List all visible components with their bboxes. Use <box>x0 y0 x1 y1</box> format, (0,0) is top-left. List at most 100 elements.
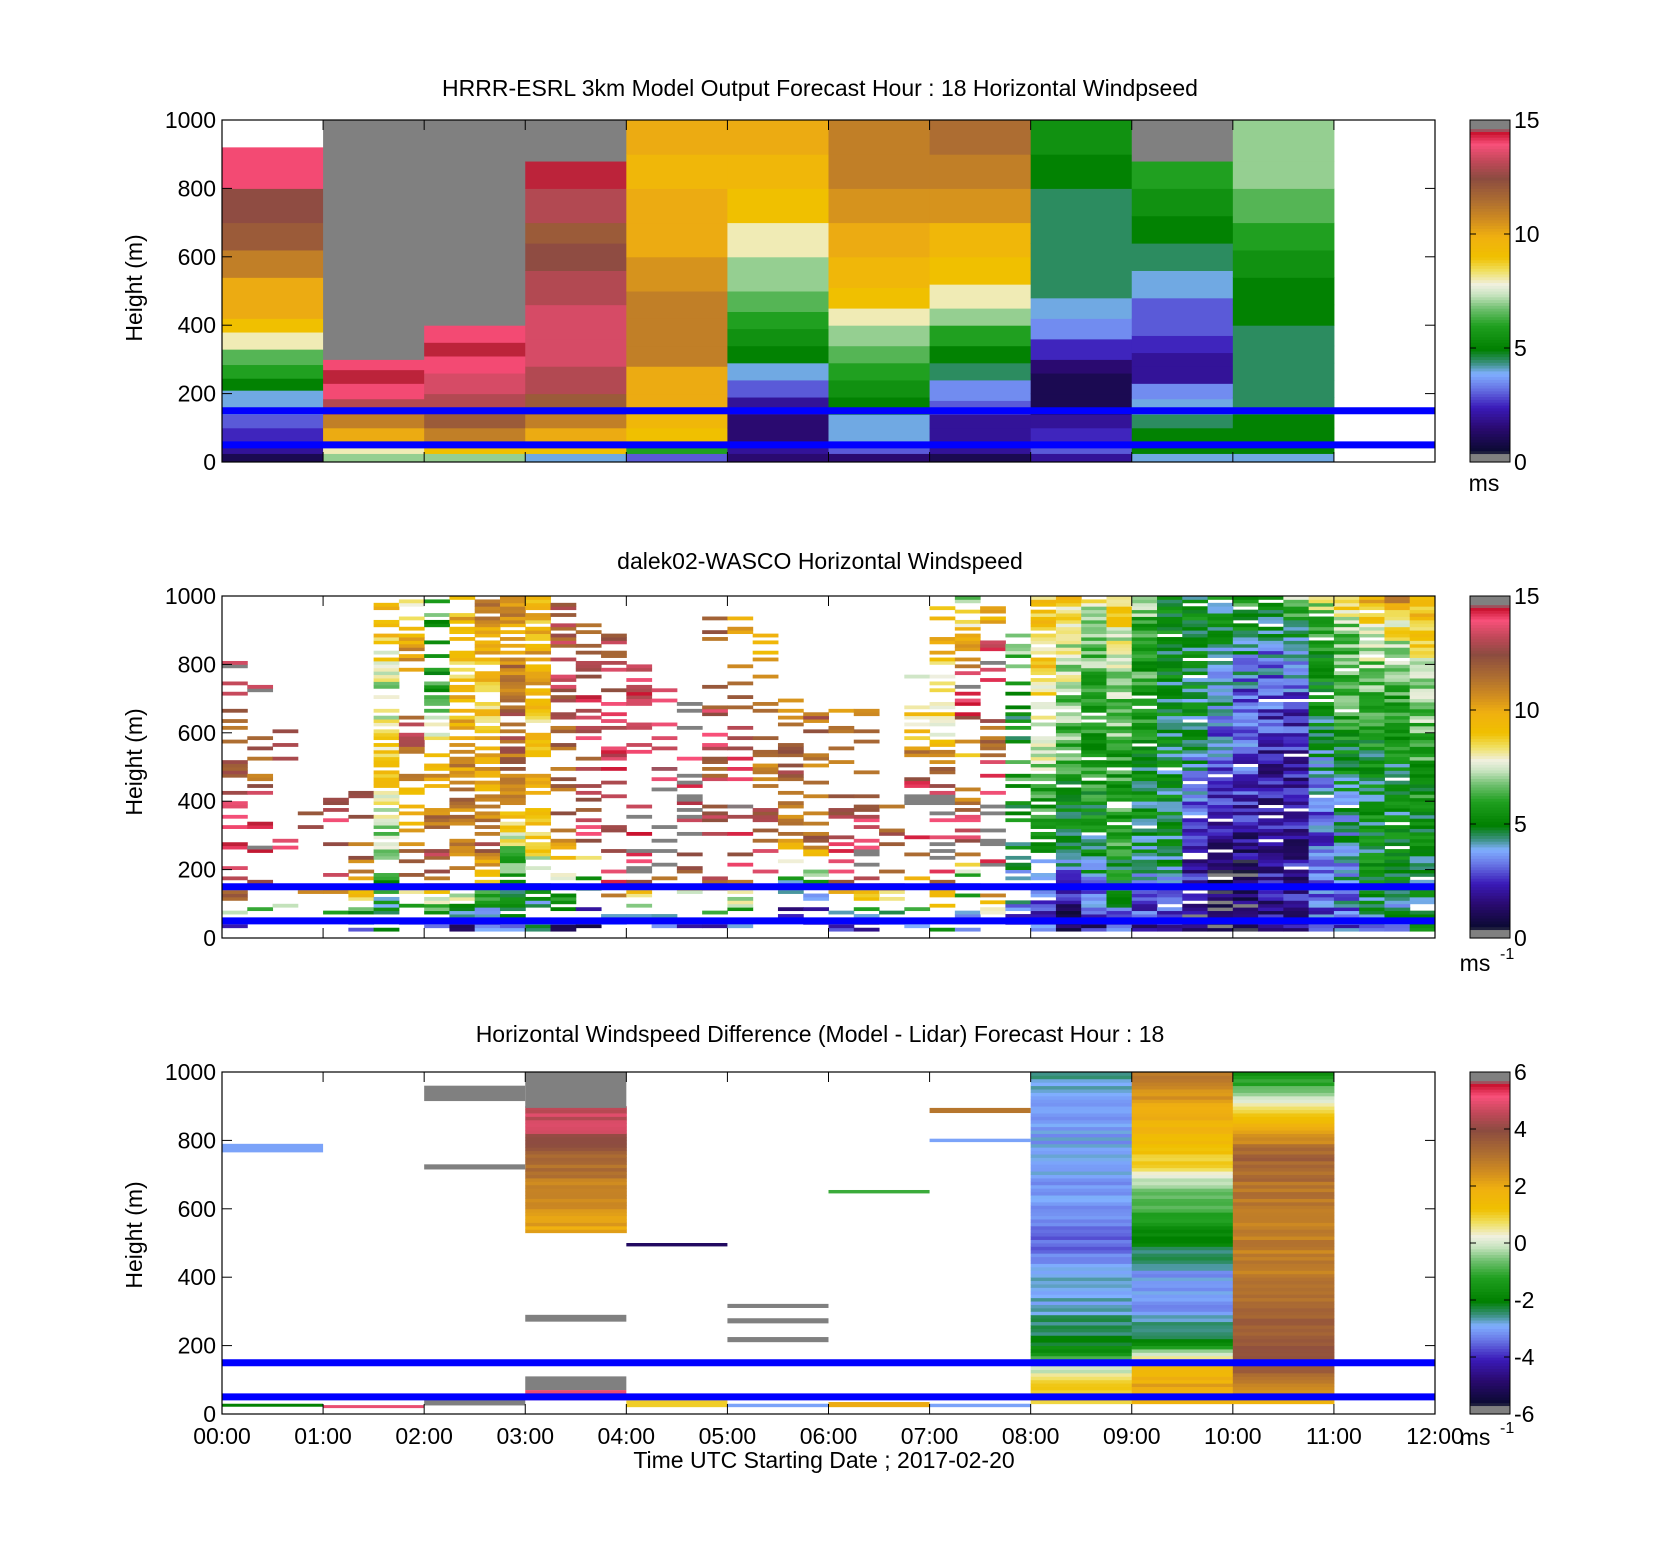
lidar-cell <box>1005 842 1032 847</box>
difference-cell <box>525 1123 627 1128</box>
lidar-cell <box>1030 814 1057 819</box>
lidar-cell <box>1409 845 1436 850</box>
difference-cell <box>1030 1092 1133 1097</box>
lidar-cell <box>1409 749 1436 754</box>
lidar-cell <box>474 725 501 730</box>
lidar-cell <box>929 842 956 847</box>
lidar-cell <box>1409 674 1436 679</box>
lidar-cell <box>474 681 501 686</box>
lidar-cell <box>575 674 602 679</box>
lidar-cell <box>1207 616 1234 621</box>
lidar-cell <box>1157 873 1183 877</box>
model-cell <box>828 362 931 381</box>
difference-cell <box>525 1191 627 1196</box>
lidar-cell <box>1030 626 1057 631</box>
difference-cell <box>1030 1089 1133 1093</box>
lidar-cell <box>1232 855 1259 860</box>
lidar-cell <box>651 746 678 751</box>
colorbar-swatch <box>1470 1257 1510 1261</box>
colorbar-swatch <box>1470 1086 1510 1090</box>
lidar-cell <box>474 818 501 823</box>
lidar-cell <box>803 763 829 768</box>
lidar-cell <box>449 688 476 693</box>
colorbar-swatch <box>1470 1237 1510 1241</box>
lidar-cell <box>1258 602 1284 607</box>
lidar-cell <box>1258 893 1284 898</box>
lidar-cell <box>777 842 804 847</box>
lidar-cell <box>424 821 450 826</box>
lidar-cell <box>954 702 981 706</box>
lidar-cell <box>1207 739 1234 744</box>
lidar-cell <box>1055 626 1082 631</box>
lidar-cell <box>1333 626 1360 631</box>
difference-cell <box>1030 1201 1133 1206</box>
lidar-cell <box>1055 852 1082 857</box>
lidar-cell <box>1384 890 1411 894</box>
lidar-cell <box>550 637 577 641</box>
lidar-cell <box>1207 609 1234 614</box>
model-cell <box>424 410 526 429</box>
colorbar-swatch <box>1470 764 1510 768</box>
colorbar-swatch <box>1470 1245 1510 1250</box>
colorbar-swatch <box>1470 228 1510 232</box>
lidar-cell <box>1258 907 1284 912</box>
lidar-cell <box>626 859 653 864</box>
lidar-cell <box>1384 719 1411 723</box>
lidar-cell <box>1055 845 1082 850</box>
model-cell <box>727 154 829 189</box>
colorbar-swatch <box>1470 379 1510 383</box>
lidar-cell <box>1333 688 1360 693</box>
lidar-cell <box>525 896 552 901</box>
model-cell <box>626 453 728 463</box>
lidar-cell <box>272 729 299 734</box>
lidar-cell <box>424 924 450 929</box>
lidar-cell <box>1359 893 1385 898</box>
lidar-cell <box>1232 749 1259 754</box>
lidar-cell <box>247 845 274 850</box>
lidar-cell <box>398 633 425 638</box>
lidar-cell <box>398 890 425 894</box>
lidar-cell <box>980 859 1006 864</box>
lidar-cell <box>980 893 1006 898</box>
model-cell <box>1131 318 1234 336</box>
difference-cell <box>525 1164 627 1169</box>
lidar-cell <box>1106 702 1133 706</box>
lidar-cell <box>1283 657 1310 662</box>
lidar-cell <box>1081 637 1107 641</box>
lidar-cell <box>1308 893 1335 898</box>
lidar-cell <box>1359 869 1385 874</box>
lidar-cell <box>1384 767 1411 771</box>
lidar-cell <box>1258 784 1284 788</box>
lidar-cell <box>1384 869 1411 874</box>
colorbar-swatch <box>1470 1319 1510 1324</box>
lidar-cell <box>499 712 526 717</box>
lidar-cell <box>1333 619 1360 624</box>
lidar-cell <box>929 606 956 611</box>
lidar-cell <box>297 825 324 829</box>
lidar-cell <box>1106 862 1133 867</box>
colorbar-swatch <box>1470 675 1510 680</box>
lidar-cell <box>1409 719 1436 723</box>
y-tick-label: 400 <box>178 788 216 814</box>
lidar-cell <box>1333 705 1360 710</box>
lidar-cell <box>929 849 956 853</box>
lidar-cell <box>373 770 400 775</box>
lidar-cell <box>575 667 602 672</box>
lidar-cell <box>1182 866 1209 870</box>
lidar-cell <box>853 862 880 867</box>
lidar-cell <box>1182 671 1209 676</box>
lidar-cell <box>373 719 400 723</box>
lidar-cell <box>550 678 577 682</box>
lidar-cell <box>1308 712 1335 717</box>
colorbar-tick-label: 5 <box>1514 335 1527 361</box>
lidar-cell <box>1333 903 1360 908</box>
lidar-cell <box>398 743 425 747</box>
colorbar-swatch <box>1470 903 1510 908</box>
lidar-cell <box>424 855 450 860</box>
lidar-cell <box>1308 879 1335 884</box>
difference-cell <box>525 1208 627 1213</box>
lidar-cell <box>1055 849 1082 853</box>
lidar-cell <box>1157 705 1183 710</box>
lidar-cell <box>1283 910 1310 915</box>
lidar-cell <box>1081 907 1107 912</box>
